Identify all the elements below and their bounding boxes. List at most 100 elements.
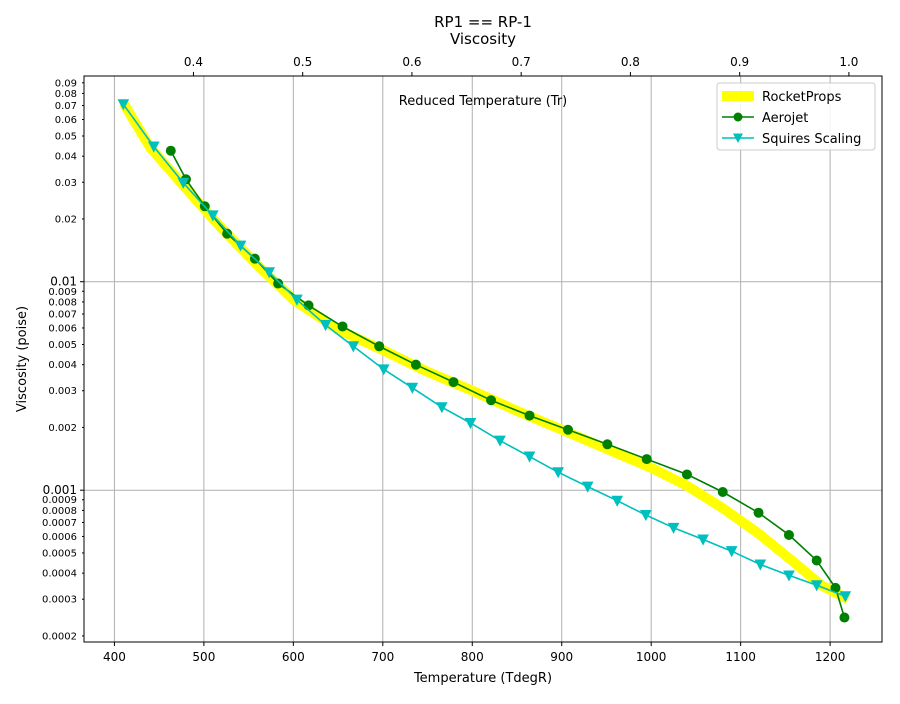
y-major-tick-label: 0.01 (50, 275, 77, 289)
y-minor-tick-label: 0.0002 (42, 631, 77, 642)
y-minor-tick-label: 0.0004 (42, 569, 77, 580)
y-minor-tick-label: 0.0005 (42, 548, 77, 559)
y-minor-tick-label: 0.0009 (42, 495, 77, 506)
x2-axis-label: Reduced Temperature (Tr) (399, 94, 567, 109)
x2-tick-label: 0.6 (402, 55, 421, 69)
y-major-tick-label: 0.001 (43, 483, 77, 497)
series-line-squires-scaling (122, 103, 846, 597)
data-point-squires-scaling (523, 451, 536, 463)
data-point-squires-scaling (263, 267, 276, 279)
x-tick-label: 700 (371, 650, 394, 664)
data-point-squires-scaling (319, 320, 332, 332)
data-point-squires-scaling (611, 495, 624, 507)
x-tick-label: 800 (461, 650, 484, 664)
legend-box (716, 82, 876, 151)
data-point-squires-scaling (639, 510, 652, 522)
chart-subtitle: Viscosity (450, 30, 516, 48)
data-point-squires-scaling (406, 382, 419, 394)
series-layer (117, 99, 852, 623)
data-point-squires-scaling (581, 481, 594, 493)
data-point-aerojet (602, 439, 613, 450)
x-tick-label: 1100 (725, 650, 756, 664)
data-point-squires-scaling (234, 240, 247, 252)
data-point-squires-scaling (347, 341, 360, 353)
data-point-aerojet (486, 395, 497, 406)
y-minor-tick-label: 0.003 (48, 386, 77, 397)
x-tick-label: 900 (550, 650, 573, 664)
y-minor-tick-label: 0.0007 (42, 518, 77, 529)
legend: RocketProps Aerojet Squires Scaling (716, 82, 876, 151)
data-point-squires-scaling (147, 141, 160, 153)
legend-label-aerojet: Aerojet (762, 111, 808, 126)
data-point-squires-scaling (464, 418, 477, 430)
data-point-squires-scaling (494, 435, 506, 447)
data-point-aerojet (524, 410, 535, 421)
data-point-squires-scaling (697, 534, 709, 546)
data-point-squires-scaling (783, 570, 795, 582)
legend-marker-aerojet (733, 112, 743, 122)
data-point-aerojet (337, 321, 348, 332)
y-minor-tick-label: 0.002 (48, 423, 77, 434)
data-point-squires-scaling (377, 364, 390, 376)
series-line-rocketprops (119, 100, 851, 604)
data-point-aerojet (641, 454, 652, 465)
data-point-squires-scaling (291, 294, 303, 306)
chart-title: RP1 == RP-1 (434, 13, 532, 31)
y-minor-tick-label: 0.02 (55, 214, 77, 225)
y-minor-tick-label: 0.05 (55, 131, 77, 142)
series-line-aerojet (170, 150, 846, 618)
data-point-aerojet (448, 377, 459, 388)
y-minor-tick-label: 0.03 (55, 178, 77, 189)
data-point-aerojet (839, 612, 850, 623)
y-minor-tick-label: 0.04 (55, 152, 77, 163)
data-point-aerojet (165, 145, 176, 156)
y-minor-tick-label: 0.009 (48, 287, 77, 298)
data-point-aerojet (753, 507, 764, 518)
y-minor-tick-label: 0.006 (48, 323, 77, 334)
axes: 400 500 600 700 800 900 1000 1100 1200 0.4 0.5 0.6 0… (42, 55, 858, 664)
y-minor-tick-label: 0.08 (55, 89, 77, 100)
grid-lines (84, 76, 882, 642)
x-tick-label: 500 (192, 650, 215, 664)
legend-label-rocketprops: RocketProps (762, 90, 842, 105)
legend-marker-squires-scaling (733, 133, 743, 143)
data-point-aerojet (562, 424, 573, 435)
data-point-squires-scaling (754, 559, 767, 571)
y-axis-label: Viscosity (poise) (15, 306, 30, 412)
x2-tick-label: 0.4 (184, 55, 203, 69)
data-point-squires-scaling (667, 522, 680, 534)
data-point-squires-scaling (206, 210, 219, 222)
data-point-aerojet (811, 555, 822, 566)
y-minor-tick-label: 0.004 (48, 360, 77, 371)
y-minor-tick-label: 0.07 (55, 101, 77, 112)
x-tick-label: 1200 (815, 650, 846, 664)
x-axis-label: Temperature (TdegR) (413, 671, 552, 686)
x2-tick-label: 0.9 (730, 55, 749, 69)
data-point-aerojet (783, 529, 794, 540)
data-point-aerojet (410, 359, 421, 370)
y-minor-tick-label: 0.008 (48, 297, 77, 308)
y-minor-tick-label: 0.0008 (42, 506, 77, 517)
y-minor-tick-label: 0.06 (55, 115, 77, 126)
data-point-aerojet (222, 228, 233, 239)
y-minor-tick-label: 0.09 (55, 78, 77, 89)
x2-tick-label: 0.5 (293, 55, 312, 69)
data-point-squires-scaling (436, 402, 448, 414)
y-minor-tick-label: 0.0003 (42, 595, 77, 606)
data-point-squires-scaling (839, 591, 852, 603)
data-point-squires-scaling (177, 177, 190, 189)
data-point-squires-scaling (552, 467, 564, 479)
x-tick-label: 400 (103, 650, 126, 664)
data-point-squires-scaling (117, 99, 130, 111)
y-minor-tick-label: 0.007 (48, 310, 77, 321)
y-minor-tick-label: 0.0006 (42, 532, 77, 543)
data-point-squires-scaling (725, 546, 738, 558)
data-point-aerojet (303, 300, 314, 311)
data-point-aerojet (717, 487, 728, 498)
y-minor-tick-label: 0.005 (48, 340, 77, 351)
data-point-aerojet (681, 469, 692, 480)
x2-tick-label: 0.8 (621, 55, 640, 69)
x-tick-label: 600 (282, 650, 305, 664)
x-tick-label: 1000 (636, 650, 667, 664)
